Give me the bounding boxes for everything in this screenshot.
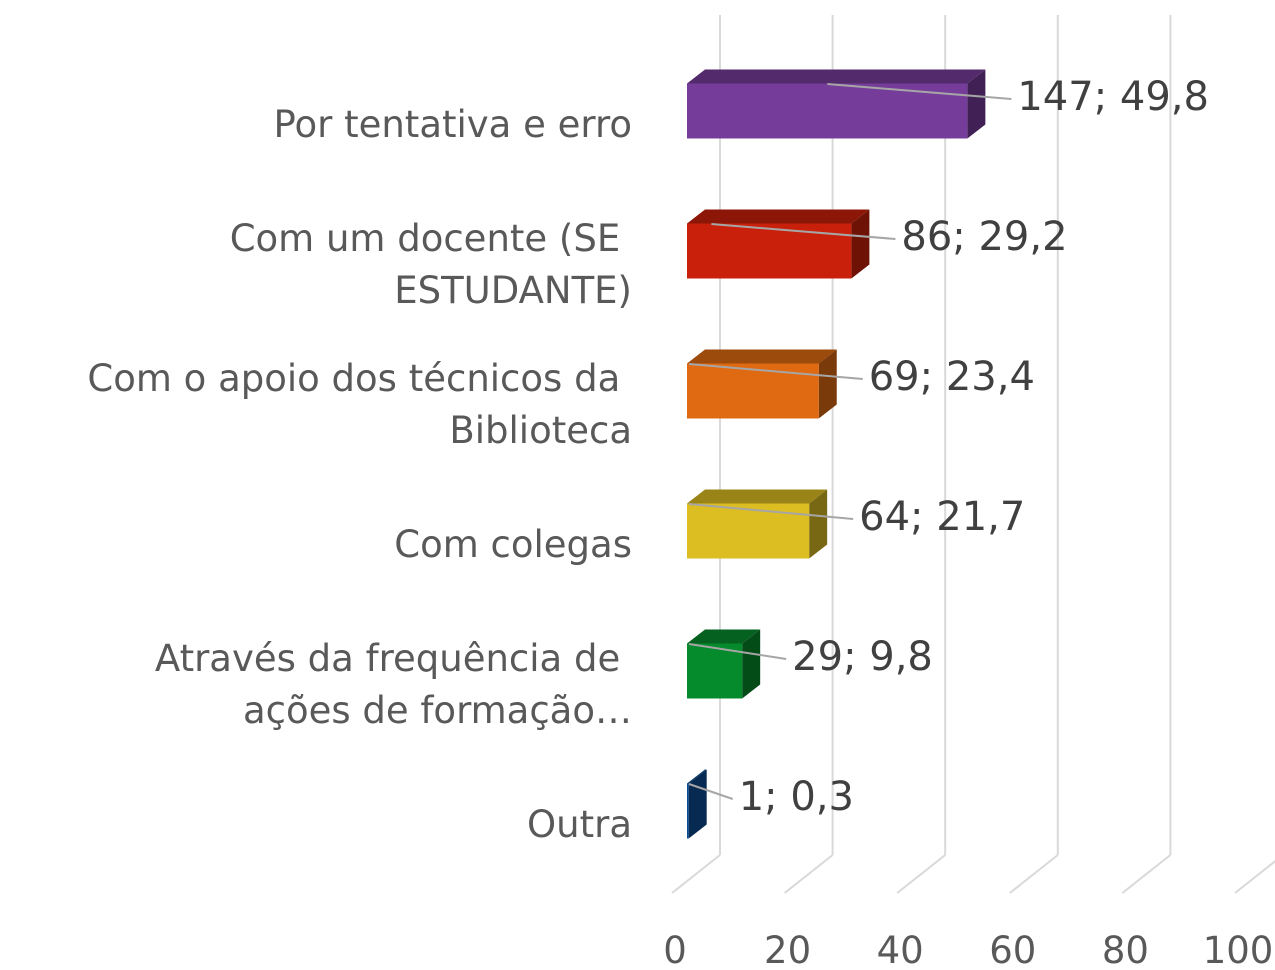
bar-side	[818, 349, 837, 419]
category-label: Com colegas	[394, 523, 632, 566]
leader-line	[688, 643, 787, 660]
category-label: Com um docente (SE ESTUDANTE)	[230, 217, 632, 312]
floor-line	[1234, 860, 1275, 894]
x-tick-label: 0	[663, 929, 687, 970]
x-tick-label: 40	[877, 929, 924, 970]
value-label: 86; 29,2	[901, 214, 1067, 260]
x-tick-label: 80	[1102, 929, 1149, 970]
bar-top	[687, 629, 761, 644]
bar	[687, 69, 986, 139]
leader-line	[688, 783, 734, 800]
bar-side	[851, 209, 870, 279]
value-label: 1; 0,3	[739, 774, 854, 820]
bar-side	[742, 629, 761, 699]
category-label: Com o apoio dos técnicos da Biblioteca	[87, 357, 632, 452]
x-tick-label: 20	[764, 929, 811, 970]
floor-line	[1121, 854, 1172, 894]
floor-line	[896, 854, 946, 894]
bar-front	[687, 643, 743, 699]
bar-front	[687, 223, 852, 279]
bar-front	[687, 83, 968, 139]
floor-line	[783, 854, 834, 894]
leader-line	[711, 223, 896, 240]
bar-top	[687, 489, 828, 504]
bar-side	[967, 69, 986, 139]
bar-top	[687, 209, 870, 224]
floor-line	[671, 854, 721, 894]
bar	[687, 629, 761, 699]
x-tick-label: 100	[1203, 929, 1274, 970]
value-label: 64; 21,7	[859, 494, 1025, 540]
bar-front	[687, 363, 819, 419]
category-label: Através da frequência de ações de formaç…	[155, 637, 632, 732]
value-label: 29; 9,8	[792, 634, 933, 680]
category-label: Outra	[527, 803, 632, 846]
bar-top	[687, 349, 837, 364]
category-label: Por tentativa e erro	[273, 103, 632, 146]
x-tick-label: 60	[989, 929, 1036, 970]
bar-side	[688, 769, 707, 839]
value-label: 69; 23,4	[869, 354, 1035, 400]
bar-top	[687, 769, 707, 784]
leader-line	[827, 83, 1012, 100]
bar-front	[687, 503, 810, 559]
bar	[687, 349, 837, 419]
bar	[687, 769, 707, 839]
bar-top	[687, 69, 986, 84]
bar	[687, 209, 870, 279]
leader-line	[688, 503, 854, 520]
floor-line	[1009, 854, 1059, 894]
bar	[687, 489, 828, 559]
bar-front	[687, 783, 689, 839]
leader-line	[688, 363, 863, 380]
value-label: 147; 49,8	[1017, 74, 1209, 120]
bar-side	[809, 489, 828, 559]
